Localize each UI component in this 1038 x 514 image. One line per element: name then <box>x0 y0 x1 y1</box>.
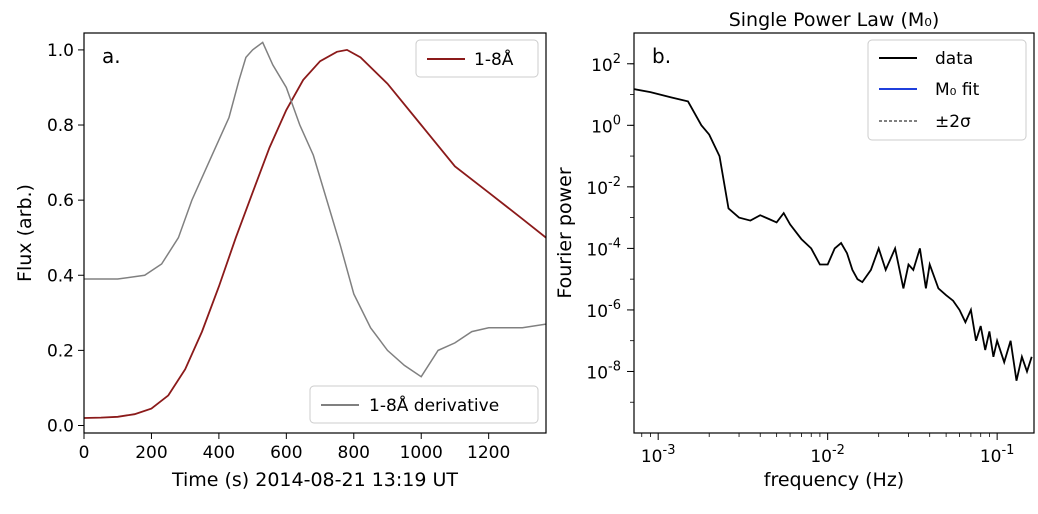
panel-a-yticks: 0.0 0.2 0.4 0.6 0.8 1.0 <box>47 41 84 436</box>
panel-a-ytick-label-4: 0.8 <box>47 116 74 136</box>
legend-b-box <box>867 39 1027 141</box>
panel-b-ytick-label-0: 102 <box>591 52 621 76</box>
panel-b-ylabel: Fourier power <box>554 167 576 298</box>
legend-top-label: 1-8Å <box>474 48 514 70</box>
panel-b-title: Single Power Law (M₀) <box>729 9 940 31</box>
panel-a-ytick-label-0: 0.0 <box>47 416 74 436</box>
legend-b-label-fit: M₀ fit <box>935 80 980 100</box>
panel-a-ytick-label-1: 0.2 <box>47 341 74 361</box>
panel-a-ytick-label-5: 1.0 <box>47 41 74 61</box>
panel-a-xtick-label-6: 1200 <box>467 443 510 463</box>
panel-a-xlabel: Time (s) 2014-08-21 13:19 UT <box>171 469 458 491</box>
legend-b-label-sigma: ±2σ <box>935 112 971 132</box>
panel-a-legend-bottom: 1-8Å derivative <box>309 385 539 424</box>
panel-b-letter: b. <box>652 44 671 68</box>
panel-a-ylabel: Flux (arb.) <box>14 184 36 282</box>
panel-a-series-0 <box>84 48 546 419</box>
panel-b-xlabel: frequency (Hz) <box>764 469 904 491</box>
panel-b-legend: data M₀ fit ±2σ <box>867 39 1027 141</box>
legend-top-box <box>415 39 539 78</box>
legend-b-label-data: data <box>935 49 973 69</box>
panel-b-ytick-label-1: 100 <box>591 113 621 137</box>
panel-a-ytick-label-3: 0.6 <box>47 191 74 211</box>
panel-b-yticks: 102 100 10-2 10-4 10-6 10-8 <box>586 52 634 403</box>
legend-bottom-label: 1-8Å derivative <box>369 394 499 416</box>
panel-a-xtick-label-5: 1000 <box>400 443 443 463</box>
panel-a-xtick-label-0: 0 <box>79 443 90 463</box>
panel-b: Single Power Law (M₀) 10-3 10-2 10-1 10210… <box>554 9 1035 491</box>
panel-a-frame <box>83 32 547 434</box>
panel-a-ytick-label-2: 0.4 <box>47 266 74 286</box>
panel-a-xtick-label-1: 200 <box>135 443 167 463</box>
panel-b-xtick-label-2: 10-1 <box>980 443 1015 467</box>
panel-b-ytick-label-5: 10-8 <box>586 359 621 383</box>
panel-b-ytick-label-4: 10-6 <box>586 298 621 322</box>
panel-b-ytick-label-2: 10-2 <box>586 175 621 199</box>
panel-a: 0 200 400 600 800 1000 1200 0.0 0.2 0.4 0.6 0.8 1.0… <box>14 32 547 491</box>
panel-a-xtick-label-2: 400 <box>203 443 235 463</box>
panel-b-xtick-label-0: 10-3 <box>641 443 676 467</box>
panel-b-xtick-label-1: 10-2 <box>810 443 845 467</box>
panel-a-xticks: 0 200 400 600 800 1000 1200 <box>79 433 510 463</box>
panel-a-lines <box>84 41 546 419</box>
panel-b-series-0 <box>634 88 1033 381</box>
legend-bottom-box <box>309 385 539 424</box>
panel-a-xtick-label-3: 600 <box>270 443 302 463</box>
panel-a-series-1 <box>84 41 546 378</box>
panel-a-xtick-label-4: 800 <box>338 443 370 463</box>
panel-b-lines <box>634 88 1033 381</box>
panel-b-xticks: 10-3 10-2 10-1 <box>641 433 1015 467</box>
panel-b-frame <box>633 32 1035 434</box>
panel-b-ytick-label-3: 10-4 <box>586 236 621 260</box>
panel-a-letter: a. <box>102 44 121 68</box>
panel-a-legend-top: 1-8Å <box>415 39 539 78</box>
